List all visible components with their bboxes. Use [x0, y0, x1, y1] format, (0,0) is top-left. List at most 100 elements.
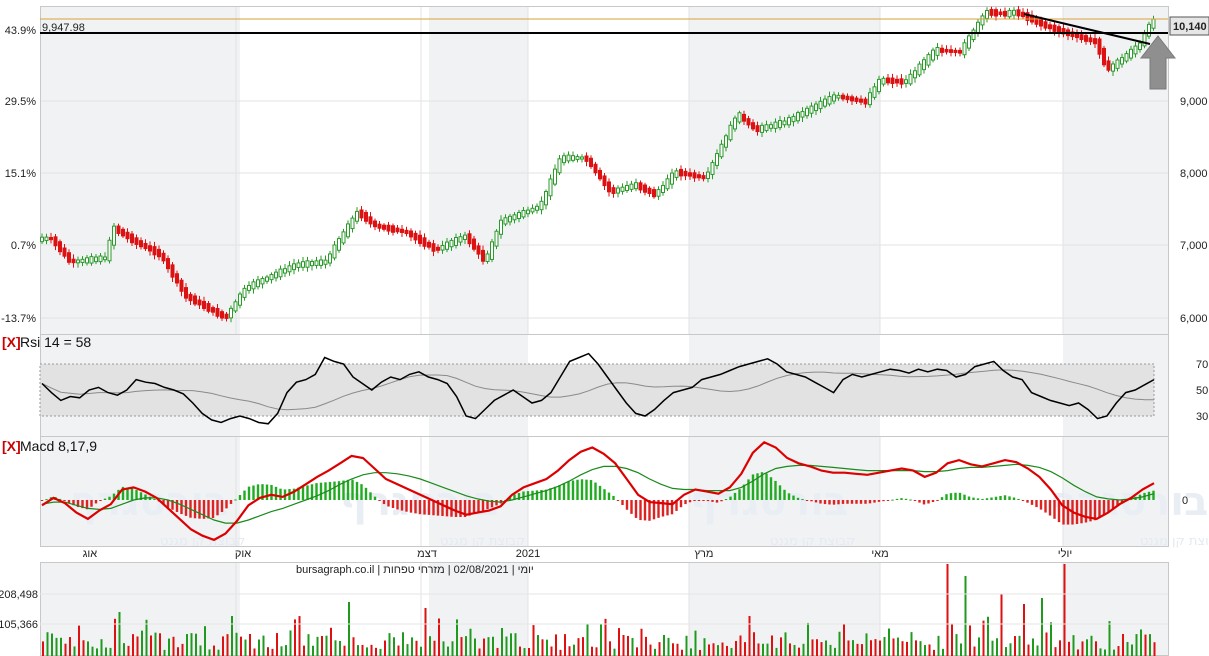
- volume-bar: [915, 640, 917, 656]
- volume-bar: [73, 646, 76, 656]
- volume-bar: [726, 645, 728, 656]
- candle-body: [413, 232, 418, 241]
- volume-bar: [672, 643, 674, 656]
- candle-body: [170, 264, 175, 278]
- macd-hist-bar: [679, 500, 683, 508]
- macd-hist-bar: [454, 500, 458, 518]
- candle-body: [1012, 9, 1016, 16]
- macd-hist-bar: [1111, 500, 1115, 509]
- volume-bar: [1144, 634, 1147, 656]
- candle-body: [935, 46, 940, 56]
- volume-bar: [492, 636, 494, 656]
- candle-body: [116, 225, 121, 234]
- candle-body: [841, 94, 845, 100]
- candle-body: [89, 256, 94, 264]
- macd-hist-bar: [1039, 500, 1043, 510]
- volume-bar: [501, 628, 503, 656]
- candle-body: [103, 256, 107, 261]
- candle-body: [944, 48, 949, 53]
- macd-hist-bar: [198, 500, 201, 519]
- candle-body: [1129, 48, 1133, 59]
- candle-body: [188, 293, 193, 302]
- volume-bar: [807, 622, 809, 656]
- candle-body: [265, 276, 269, 282]
- macd-hist-bar: [630, 500, 633, 514]
- x-axis-label: אוק: [235, 548, 251, 560]
- macd-hist-bar: [778, 485, 782, 500]
- volume-bar: [573, 644, 575, 656]
- candle-body: [818, 100, 823, 110]
- candle-body: [503, 217, 508, 225]
- macd-hist-bar: [742, 484, 746, 500]
- candle-body: [769, 124, 773, 129]
- volume-bar: [694, 630, 697, 656]
- macd-hist-bar: [1066, 500, 1070, 525]
- volume-bar: [564, 634, 566, 656]
- macd-hist-bar: [747, 479, 750, 500]
- macd-close-toggle[interactable]: [X]: [2, 438, 21, 454]
- percent-tick-label: 15.1%: [5, 168, 36, 180]
- volume-bar: [519, 646, 521, 656]
- candle-body: [490, 241, 494, 260]
- candle-body: [998, 11, 1003, 16]
- volume-bar: [393, 637, 395, 656]
- macd-hist-bar: [715, 500, 719, 503]
- candle-body: [314, 260, 319, 266]
- macd-hist-bar: [999, 496, 1002, 500]
- candle-body: [526, 209, 530, 215]
- volume-bar: [1086, 639, 1088, 656]
- macd-hist-bar: [823, 500, 827, 505]
- candle-body: [278, 268, 283, 278]
- volume-bar: [384, 640, 386, 656]
- volume-bar: [64, 643, 67, 656]
- candle-body: [211, 307, 215, 313]
- macd-hist-bar: [432, 500, 435, 516]
- volume-bar: [357, 645, 359, 656]
- volume-bar: [1122, 633, 1124, 656]
- volume-bar: [100, 639, 103, 656]
- macd-hist-bar: [940, 497, 944, 500]
- volume-bar: [1041, 598, 1043, 656]
- volume-bar: [352, 637, 355, 656]
- macd-hist-bar: [1084, 500, 1088, 523]
- macd-hist-bar: [922, 500, 926, 505]
- volume-bar: [874, 639, 877, 656]
- candle-body: [1016, 9, 1021, 17]
- volume-bar: [42, 641, 44, 656]
- volume-bar: [1059, 640, 1061, 656]
- macd-hist-bar: [387, 500, 390, 507]
- macd-hist-bar: [558, 485, 561, 500]
- candle-body: [184, 287, 188, 299]
- current-value-label: 10,140: [1173, 21, 1207, 33]
- macd-hist-bar: [522, 491, 525, 500]
- volume-bar: [217, 649, 220, 656]
- candle-body: [836, 94, 841, 99]
- macd-hist-bar: [855, 500, 858, 504]
- candle-body: [517, 212, 521, 219]
- x-axis-label: יולי: [1058, 547, 1072, 560]
- volume-bar: [451, 641, 454, 656]
- candle-body: [755, 125, 760, 133]
- macd-hist-bar: [441, 500, 444, 517]
- candle-body: [647, 187, 652, 194]
- macd-hist-bar: [828, 500, 831, 505]
- volume-bar: [636, 647, 638, 656]
- candle-body: [134, 237, 139, 245]
- macd-hist-bar: [261, 484, 264, 500]
- candle-body: [643, 184, 647, 193]
- macd-hist-bar: [607, 492, 611, 500]
- candle-body: [427, 241, 431, 248]
- macd-hist-bar: [693, 500, 696, 501]
- macd-hist-bar: [985, 498, 989, 500]
- rsi-close-toggle[interactable]: [X]: [2, 334, 21, 350]
- volume-bar: [919, 641, 922, 656]
- macd-hist-bar: [954, 492, 957, 500]
- macd-hist-bar: [652, 500, 656, 520]
- macd-hist-bar: [724, 499, 728, 501]
- volume-bar: [933, 649, 935, 656]
- volume-bar: [793, 645, 796, 656]
- candle-body: [562, 155, 566, 164]
- macd-zero-tick: 0: [1182, 495, 1188, 507]
- candle-body: [953, 49, 958, 54]
- volume-bar: [438, 618, 440, 656]
